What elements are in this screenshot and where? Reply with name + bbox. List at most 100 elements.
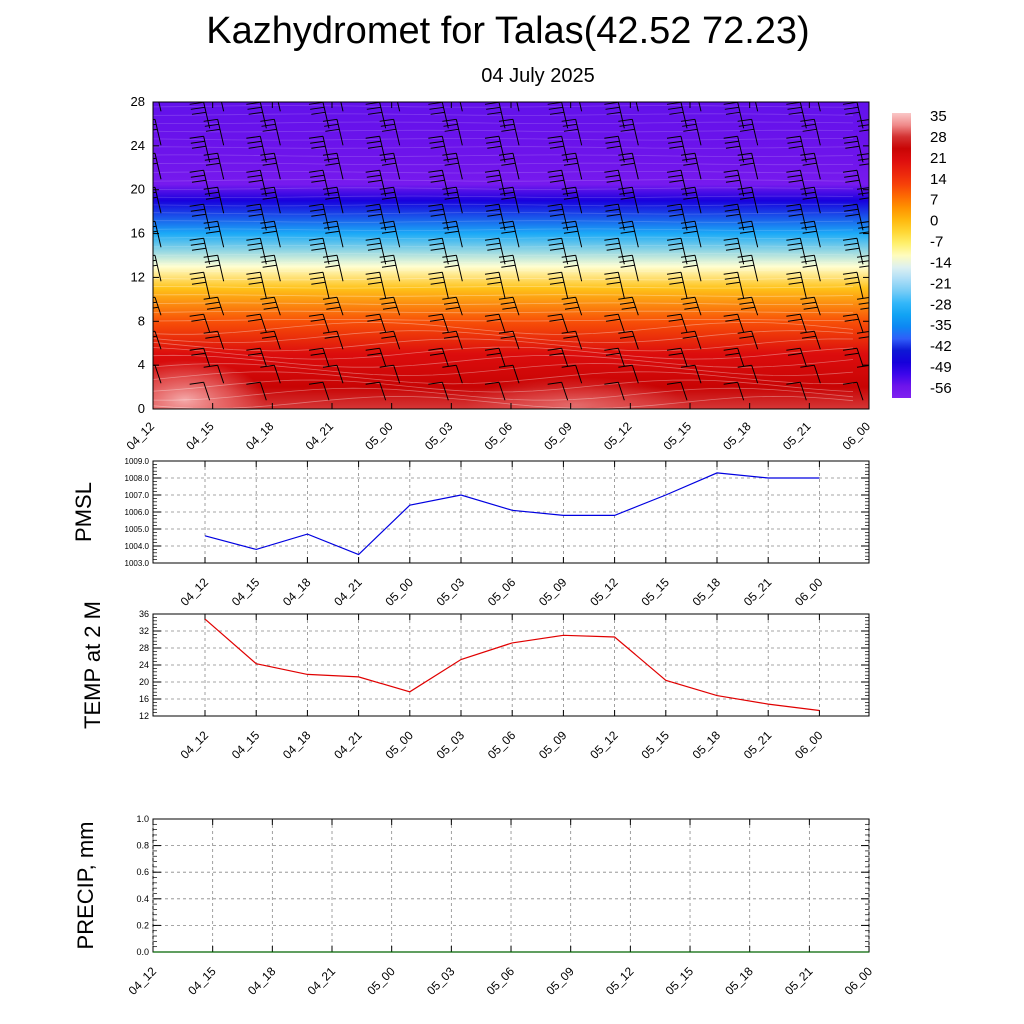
wind-barb <box>459 102 463 112</box>
wind-barb <box>397 102 401 112</box>
wind-barb <box>379 364 401 384</box>
wind-barb <box>189 102 211 129</box>
wind-barb <box>153 118 162 146</box>
wind-barb <box>189 135 211 163</box>
wind-barb <box>365 271 387 299</box>
wind-barb <box>379 118 401 146</box>
wind-barb <box>723 381 745 401</box>
wind-barb <box>442 296 463 316</box>
wind-barb <box>203 118 225 146</box>
colorbar-label: 35 <box>930 108 947 125</box>
wind-barb <box>322 254 344 282</box>
y-axis-label: TEMP at 2 M <box>80 601 105 729</box>
wind-barb <box>189 169 211 197</box>
wind-barb <box>786 237 807 265</box>
x-tick-label: 05_18 <box>722 964 756 998</box>
wind-barb <box>127 382 147 400</box>
wind-barb <box>842 347 864 367</box>
contour-line <box>153 105 854 108</box>
wind-barb <box>203 220 225 248</box>
wind-barb <box>498 364 520 384</box>
wind-barb <box>203 152 225 180</box>
wind-barb <box>428 203 449 231</box>
x-tick-label: 05_09 <box>536 728 570 762</box>
y-tick-label: 1004.0 <box>125 542 150 551</box>
wind-barb <box>153 296 162 316</box>
wind-barb <box>723 102 745 129</box>
contour-line <box>153 302 854 305</box>
wind-barb <box>842 237 864 265</box>
wind-barb <box>604 203 625 231</box>
wind-barb <box>484 347 506 367</box>
wind-barb <box>723 347 745 367</box>
wind-barb <box>442 118 463 146</box>
wind-barb <box>723 271 745 299</box>
x-tick-label: 05_12 <box>603 964 637 998</box>
x-tick-label: 05_15 <box>661 419 695 453</box>
contour-line <box>153 319 854 322</box>
x-tick-label: 05_18 <box>690 728 724 762</box>
wind-barb <box>203 296 225 316</box>
wind-barb <box>260 254 281 282</box>
wind-barb <box>723 237 745 265</box>
wind-barb <box>322 152 344 180</box>
wind-barb <box>260 152 281 180</box>
wind-barb <box>365 203 387 231</box>
wind-barb <box>379 220 401 248</box>
contour-line <box>153 338 854 352</box>
wind-barb <box>340 102 344 112</box>
wind-barb <box>379 254 401 282</box>
wind-barb <box>618 186 639 214</box>
y-tick-label: 0.6 <box>136 867 149 877</box>
wind-barb <box>800 118 821 146</box>
wind-barb <box>498 330 520 350</box>
wind-barb <box>842 381 864 401</box>
x-tick-label: 06_00 <box>840 419 874 453</box>
x-tick-label: 04_18 <box>280 575 314 609</box>
colorbar-label: 7 <box>930 192 938 209</box>
wind-barb <box>604 135 625 163</box>
wind-barb <box>189 203 211 231</box>
wind-barb <box>800 152 821 180</box>
x-tick-label: 05_00 <box>382 728 416 762</box>
wind-barb <box>308 271 330 299</box>
surface-warm-spot <box>153 360 265 409</box>
x-tick-label: 05_15 <box>663 964 697 998</box>
wind-barb <box>308 347 330 367</box>
wind-barb <box>561 118 583 146</box>
wind-barb <box>666 102 688 129</box>
wind-barb <box>723 135 745 163</box>
y-tick-label: 16 <box>131 226 145 241</box>
wind-barb <box>260 364 281 384</box>
chart-title: Kazhydromet for Talas(42.52 72.23) <box>206 10 810 52</box>
wind-barb <box>189 313 211 333</box>
y-tick-label: 8 <box>138 313 145 328</box>
x-tick-label: 04_15 <box>185 964 219 998</box>
x-tick-label: 04_12 <box>178 728 212 762</box>
x-tick-label: 05_03 <box>422 419 456 453</box>
y-tick-label: 12 <box>139 711 149 721</box>
x-tick-label: 06_00 <box>842 964 876 998</box>
wind-barb <box>604 347 625 367</box>
wind-barb <box>786 313 807 333</box>
wind-barb <box>842 313 864 333</box>
wind-barb <box>442 152 463 180</box>
wind-barb <box>547 169 569 197</box>
wind-barb <box>698 102 702 112</box>
x-tick-label: 04_15 <box>229 575 263 609</box>
wind-barb <box>308 313 330 333</box>
wind-barb <box>260 186 281 214</box>
contour-line <box>153 286 854 289</box>
wind-barb <box>666 347 688 367</box>
wind-barb <box>246 347 267 367</box>
x-tick-label: 04_18 <box>243 419 277 453</box>
contour-line <box>153 245 854 248</box>
wind-barb <box>604 271 625 299</box>
x-tick-label: 05_00 <box>382 575 416 609</box>
x-tick-label: 05_15 <box>638 728 672 762</box>
contour-line <box>153 395 854 409</box>
wind-barb <box>484 102 506 129</box>
wind-barb <box>428 271 449 299</box>
wind-barb <box>786 203 807 231</box>
